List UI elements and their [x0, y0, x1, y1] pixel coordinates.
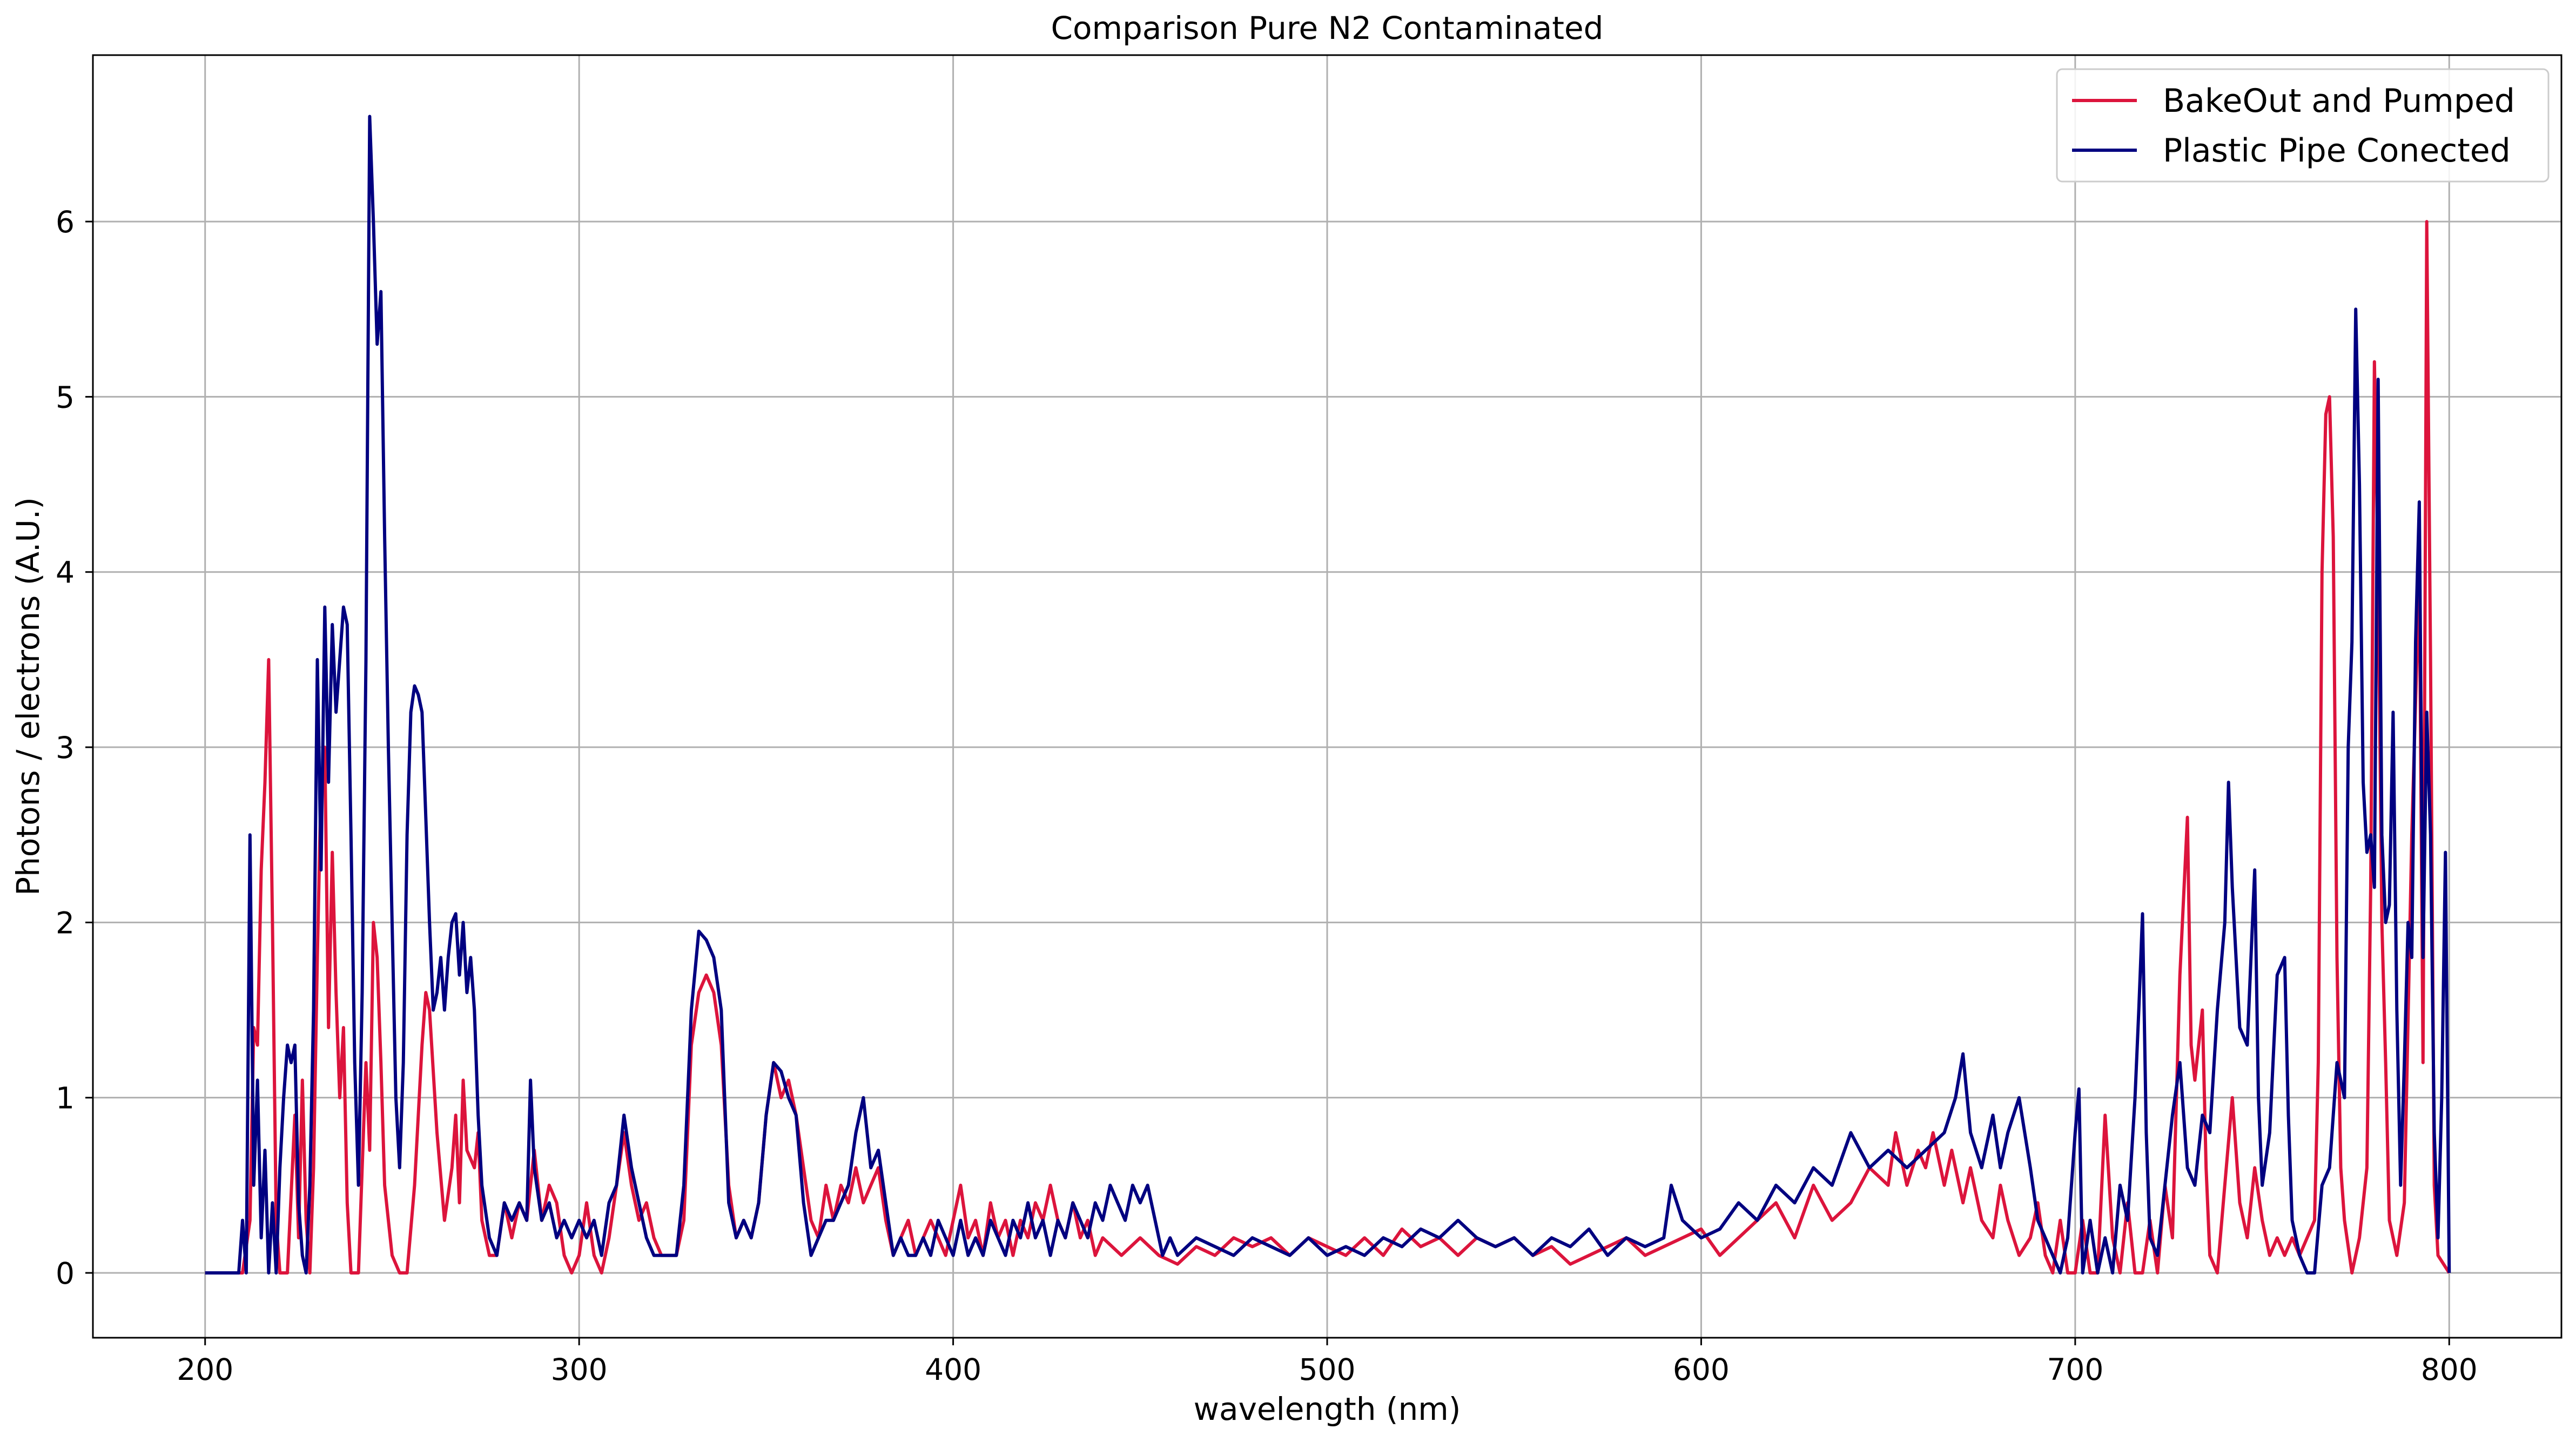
x-tick-label: 300	[551, 1352, 608, 1387]
y-tick-label: 2	[56, 906, 75, 940]
x-tick-label: 500	[1299, 1352, 1356, 1387]
chart-title: Comparison Pure N2 Contaminated	[1051, 10, 1603, 46]
grid	[93, 55, 2561, 1338]
x-axis-label: wavelength (nm)	[1194, 1391, 1461, 1427]
legend-label-plastic-pipe: Plastic Pipe Conected	[2163, 132, 2511, 170]
y-tick-label: 1	[56, 1081, 75, 1116]
axis-ticks: 200 300 400 500 600 700 800 0 1 2 3 4 5 6	[56, 205, 2478, 1387]
legend-box	[2056, 68, 2550, 183]
y-axis-label: Photons / electrons (A.U.)	[10, 497, 46, 896]
y-tick-label: 0	[56, 1256, 75, 1291]
y-tick-label: 5	[56, 380, 75, 414]
x-tick-label: 600	[1673, 1352, 1730, 1387]
series-layer	[205, 115, 2451, 1275]
legend: BakeOut and Pumped Plastic Pipe Conected	[2056, 68, 2550, 183]
x-tick-label: 800	[2421, 1352, 2478, 1387]
y-tick-label: 3	[56, 730, 75, 765]
y-tick-label: 6	[56, 205, 75, 239]
series-line-plastic-pipe	[205, 115, 2451, 1275]
x-tick-label: 200	[177, 1352, 233, 1387]
legend-label-bakeout: BakeOut and Pumped	[2163, 82, 2515, 120]
x-tick-label: 700	[2047, 1352, 2103, 1387]
x-tick-label: 400	[925, 1352, 981, 1387]
y-tick-label: 4	[56, 555, 75, 590]
